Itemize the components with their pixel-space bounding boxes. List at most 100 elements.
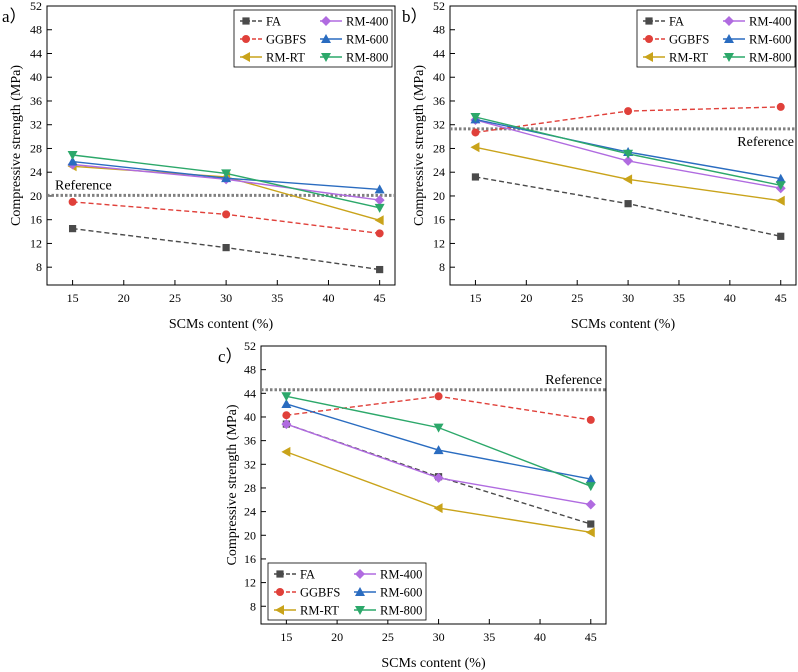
legend-marker [724,16,734,26]
y-tick-label: 40 [433,70,445,84]
data-point [777,232,785,240]
data-point [281,398,292,408]
x-tick-label: 35 [483,630,495,644]
data-point [67,150,78,160]
y-tick-label: 12 [30,236,42,250]
x-tick-label: 20 [520,291,532,305]
legend-marker [645,17,653,25]
legend-label: RM-800 [380,604,422,618]
legend: FA GGBFS RM-RT RM-400 RM-600 RM-800 [233,9,393,68]
y-axis-title: Compressive strength (MPa) [412,65,427,226]
data-point [433,445,444,455]
data-point [775,173,786,183]
legend-marker [355,587,365,596]
data-point [624,200,632,208]
x-axis-title: SCMs content (%) [381,656,486,671]
legend-label: RM-800 [749,51,791,65]
legend-label: RM-RT [669,51,708,65]
x-tick-label: 20 [331,630,343,644]
legend-marker [241,52,250,62]
data-point [282,411,291,420]
reference-label: Reference [545,373,602,388]
data-point [587,520,595,528]
y-tick-label: 32 [244,457,256,471]
data-point [68,197,77,206]
data-point [281,392,292,402]
data-point [624,107,633,116]
y-tick-label: 48 [30,23,42,37]
legend-marker [321,34,331,43]
y-tick-label: 8 [439,260,445,274]
data-point [471,128,480,137]
y-tick-label: 52 [30,0,42,13]
series-rm-rt [470,142,785,206]
plot-frame [449,5,797,286]
data-point [374,184,385,194]
y-tick-label: 28 [433,141,445,155]
data-point [281,419,292,430]
legend-marker [645,35,653,43]
data-point [585,527,595,538]
legend-marker [242,17,250,25]
legend-marker [275,605,284,615]
legend-label: RM-600 [749,33,791,47]
data-point [375,229,384,238]
data-point [67,156,78,166]
legend-marker [644,52,653,62]
chart-panel-b: 8 12 16 20 24 28 32 36 40 44 48 52 15 20 25 30 35 40 45 SCM… [402,0,797,332]
y-tick-label: 40 [30,70,42,84]
x-tick-label: 25 [571,291,583,305]
y-tick-label: 32 [433,118,445,132]
plot-frame [46,5,396,286]
x-tick-label: 15 [280,630,292,644]
panel-label: c） [218,347,243,366]
series-fa [471,173,785,240]
series-rm-600 [281,398,596,484]
series-rm-800 [470,113,786,191]
series-line [286,423,591,506]
y-tick-label: 44 [244,386,256,400]
series-line [286,403,591,480]
y-tick-label: 52 [244,339,256,353]
legend-label: GGBFS [266,33,306,47]
x-tick-label: 15 [67,291,79,305]
y-tick-label: 16 [30,213,42,227]
y-axis-title: Compressive strength (MPa) [9,65,24,226]
y-tick-label: 40 [244,410,256,424]
x-tick-label: 45 [775,291,787,305]
x-axis-title: SCMs content (%) [169,317,274,332]
legend: FA GGBFS RM-RT RM-400 RM-600 RM-800 [267,562,427,621]
x-tick-label: 30 [433,630,445,644]
series-ggbfs [68,197,384,238]
data-point [586,415,595,424]
y-tick-label: 16 [433,213,445,227]
data-point [281,446,291,457]
data-point [623,155,634,166]
data-point [623,174,633,185]
y-tick-label: 24 [433,165,445,179]
data-point [585,474,596,484]
y-tick-label: 12 [433,236,445,250]
legend-label: RM-400 [346,15,388,29]
y-axis-title: Compressive strength (MPa) [225,404,240,565]
data-point [68,225,77,233]
y-tick-label: 36 [244,434,256,448]
x-axis-title: SCMs content (%) [571,317,676,332]
y-tick-label: 8 [36,260,42,274]
legend-label: RM-RT [300,604,339,618]
data-point [776,102,785,111]
x-tick-label: 25 [382,630,394,644]
legend-marker [321,16,331,26]
data-point [434,392,443,401]
y-tick-label: 24 [30,165,42,179]
panel-label: a） [2,7,27,26]
legend-marker [242,35,250,43]
series-rm-800 [281,392,596,492]
series-rm-800 [67,150,385,213]
series-rm-400 [281,419,596,510]
y-tick-label: 28 [30,141,42,155]
data-point [585,499,596,510]
x-tick-label: 15 [469,291,481,305]
chart-panel-c: 8 12 16 20 24 28 32 36 40 44 48 52 15 20 25 30 35 40 45 SCM… [218,339,607,671]
legend-label: FA [300,568,315,582]
